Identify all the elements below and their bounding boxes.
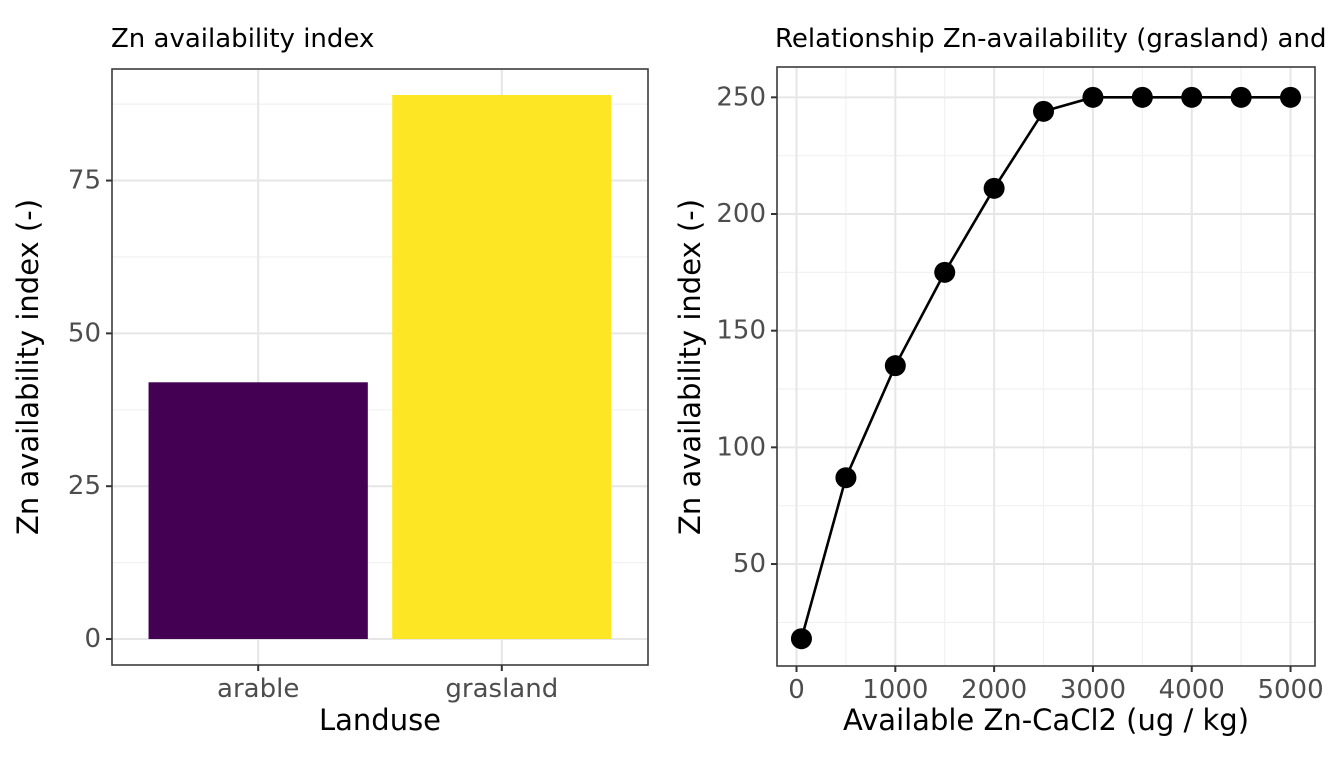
y-tick-label: 75	[68, 166, 101, 196]
x-tick-label: 4000	[1159, 675, 1225, 705]
x-tick-label: arable	[217, 674, 299, 704]
left-plot-title: Zn availability index	[111, 24, 375, 54]
y-tick-label: 100	[716, 432, 766, 462]
y-tick-label: 150	[716, 316, 766, 346]
data-point	[1033, 100, 1055, 122]
data-point	[1230, 86, 1252, 108]
y-tick-label: 50	[733, 549, 766, 579]
data-point	[790, 628, 812, 650]
panel-border	[776, 66, 1316, 667]
series-line	[800, 96, 1291, 640]
bar-chart-panel: 0 25 50 75 arable grasland	[68, 68, 649, 704]
data-point	[1082, 86, 1104, 108]
axes: 50 100 150 200 250 0 1000 2000 3000 4000 5000	[716, 82, 1323, 705]
x-tick-label: grasland	[445, 674, 558, 704]
right-x-axis-title: Available Zn-CaCl2 (ug / kg)	[842, 703, 1250, 737]
y-tick-label: 250	[716, 82, 766, 112]
data-point	[1131, 86, 1153, 108]
axes: 0 25 50 75 arable grasland	[68, 166, 558, 704]
data-point	[835, 467, 857, 489]
y-tick-label: 50	[68, 318, 101, 348]
line-series	[790, 86, 1302, 650]
bar-grasland	[392, 94, 612, 640]
left-y-axis-title: Zn availability index (-)	[11, 198, 46, 536]
y-tick-label: 25	[68, 471, 101, 501]
x-tick-label: 0	[788, 675, 805, 705]
data-point	[884, 355, 906, 377]
line-chart-panel: 50 100 150 200 250 0 1000 2000 3000 4000 5000	[716, 66, 1324, 705]
bar-arable	[148, 382, 368, 640]
bars	[148, 94, 612, 640]
right-plot-title: Relationship Zn-availability (grasland) …	[775, 24, 1327, 54]
left-x-axis-title: Landuse	[318, 703, 442, 737]
y-tick-label: 0	[84, 624, 101, 654]
panel-border	[111, 68, 649, 666]
x-tick-label: 3000	[1060, 675, 1126, 705]
data-point	[983, 177, 1005, 199]
data-point	[1181, 86, 1203, 108]
gridlines	[777, 67, 1315, 666]
data-point	[934, 261, 956, 283]
x-tick-label: 1000	[862, 675, 928, 705]
data-point	[1280, 86, 1302, 108]
y-tick-label: 200	[716, 199, 766, 229]
x-tick-label: 5000	[1257, 675, 1323, 705]
right-y-axis-title: Zn availability index (-)	[673, 198, 708, 536]
x-tick-label: 2000	[961, 675, 1027, 705]
